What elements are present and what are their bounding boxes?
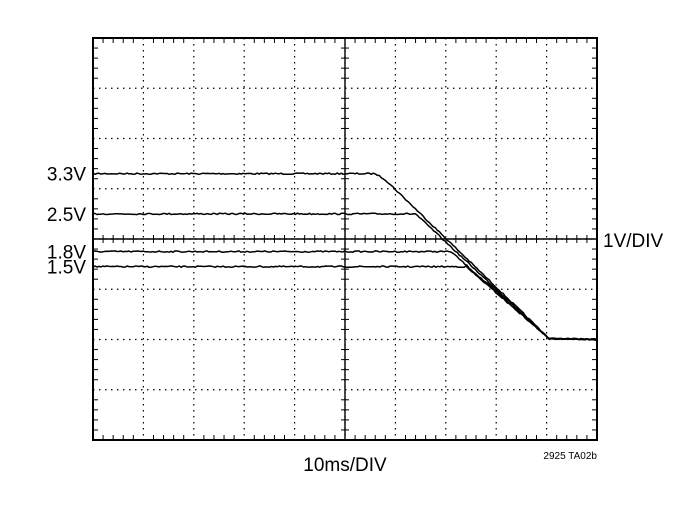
figure-code: 2925 TA02b (543, 451, 597, 462)
series-label-2-5v: 2.5V (47, 205, 86, 226)
series-label-3-3v: 3.3V (47, 165, 86, 186)
y-axis-label: 1V/DIV (603, 231, 664, 252)
chart-grid (93, 38, 597, 440)
chart-frame (92, 37, 598, 441)
trace-1-5v (92, 265, 598, 341)
trace-3-3v (92, 172, 598, 341)
x-axis-label: 10ms/DIV (303, 455, 387, 476)
series-label-1-8v: 1.8V (47, 243, 86, 264)
chart-labels: 3.3V 2.5V 1.8V1.5V (47, 165, 86, 279)
chart-traces (92, 172, 598, 341)
series-label-1-5v: 1.5V (47, 258, 86, 279)
trace-2-5v (92, 212, 598, 341)
